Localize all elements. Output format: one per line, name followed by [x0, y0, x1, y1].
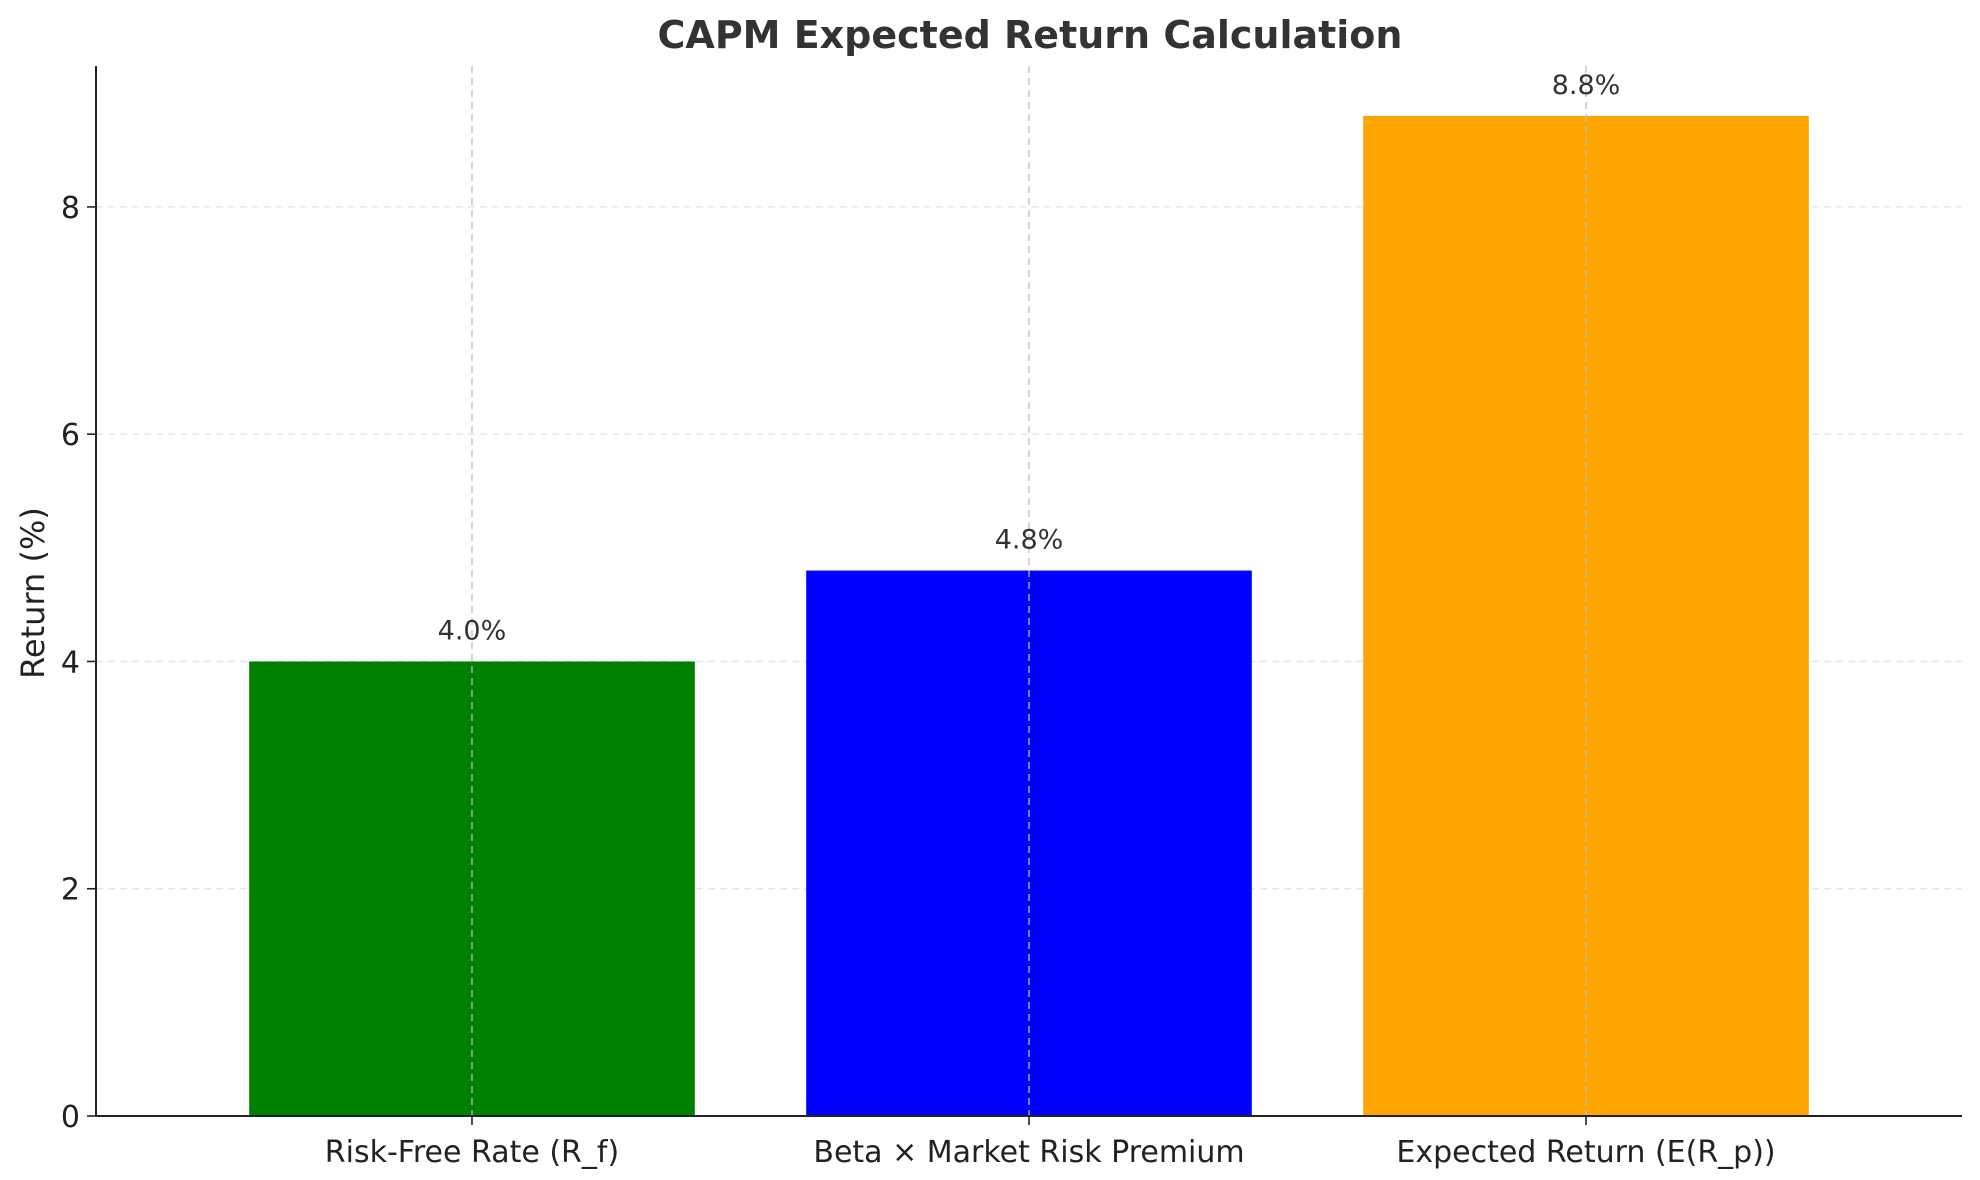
y-tick-label: 2 [61, 873, 80, 908]
x-tick-label: Risk-Free Rate (R_f) [325, 1135, 619, 1170]
y-axis-label: Return (%) [14, 507, 52, 679]
bar [806, 570, 1252, 1116]
y-tick-label: 0 [61, 1100, 80, 1135]
y-tick-label: 4 [61, 645, 80, 680]
y-tick-label: 6 [61, 418, 80, 453]
data-label: 8.8% [1552, 70, 1621, 101]
x-tick-label: Beta × Market Risk Premium [813, 1135, 1244, 1170]
y-tick-label: 8 [61, 191, 80, 226]
labels: 0 2 4 6 8 Risk-Free Rate (R_f) 4.0% Beta × Mark… [61, 70, 1776, 1170]
data-label: 4.8% [995, 525, 1064, 556]
data-label: 4.0% [438, 615, 507, 646]
chart-title: CAPM Expected Return Calculation [658, 13, 1403, 57]
vertical-gridlines [471, 66, 1587, 1116]
bars [249, 116, 1809, 1116]
x-tick-label: Expected Return (E(R_p)) [1396, 1135, 1775, 1170]
axes [87, 66, 1962, 1125]
